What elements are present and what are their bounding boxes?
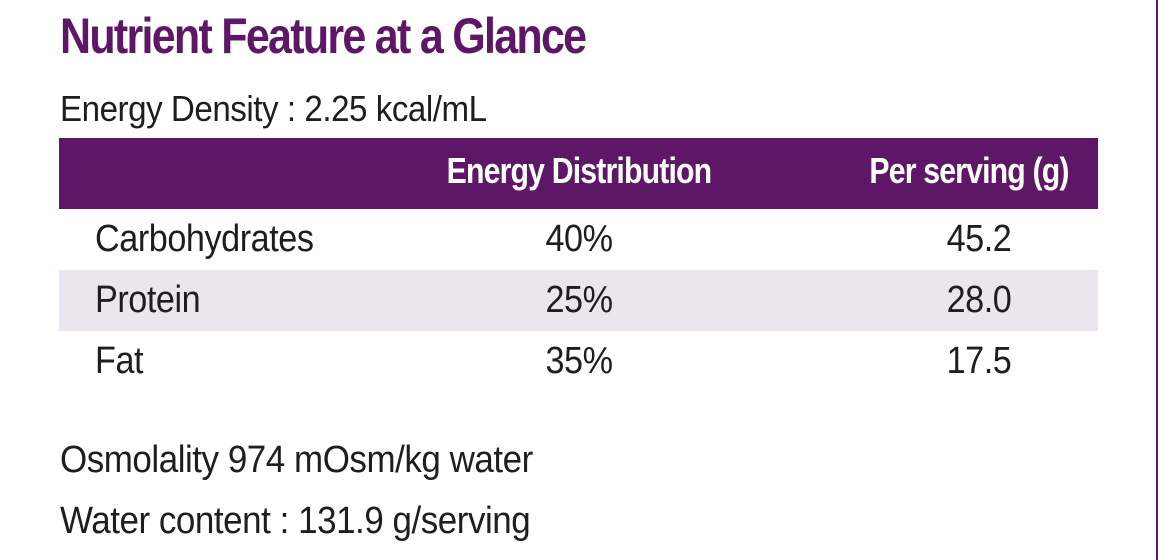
row-energy-distribution: 25% bbox=[545, 279, 613, 321]
row-per-serving: 28.0 bbox=[946, 279, 1012, 321]
water-content-line: Water content : 131.9 g/serving bbox=[60, 500, 531, 542]
table-row: Protein 25% 28.0 bbox=[59, 270, 1098, 331]
row-nutrient-name: Carbohydrates bbox=[95, 218, 314, 260]
nutrient-table: Energy Distribution Per serving (g) Carb… bbox=[59, 138, 1098, 392]
osmolality-line: Osmolality 974 mOsm/kg water bbox=[60, 439, 533, 481]
row-per-serving: 17.5 bbox=[946, 340, 1012, 382]
row-nutrient-name: Fat bbox=[95, 340, 144, 382]
header-energy-distribution: Energy Distribution bbox=[446, 150, 712, 191]
right-border-rule bbox=[1156, 0, 1158, 560]
row-energy-distribution: 35% bbox=[545, 340, 613, 382]
header-per-serving: Per serving (g) bbox=[869, 150, 1069, 191]
page-title: Nutrient Feature at a Glance bbox=[60, 8, 587, 64]
row-energy-distribution: 40% bbox=[545, 218, 613, 260]
row-per-serving: 45.2 bbox=[946, 218, 1012, 260]
table-header: Energy Distribution Per serving (g) bbox=[59, 138, 1098, 209]
energy-density-line: Energy Density : 2.25 kcal/mL bbox=[60, 88, 487, 129]
row-nutrient-name: Protein bbox=[95, 279, 201, 321]
table-row: Carbohydrates 40% 45.2 bbox=[59, 209, 1098, 270]
table-row: Fat 35% 17.5 bbox=[59, 331, 1098, 392]
